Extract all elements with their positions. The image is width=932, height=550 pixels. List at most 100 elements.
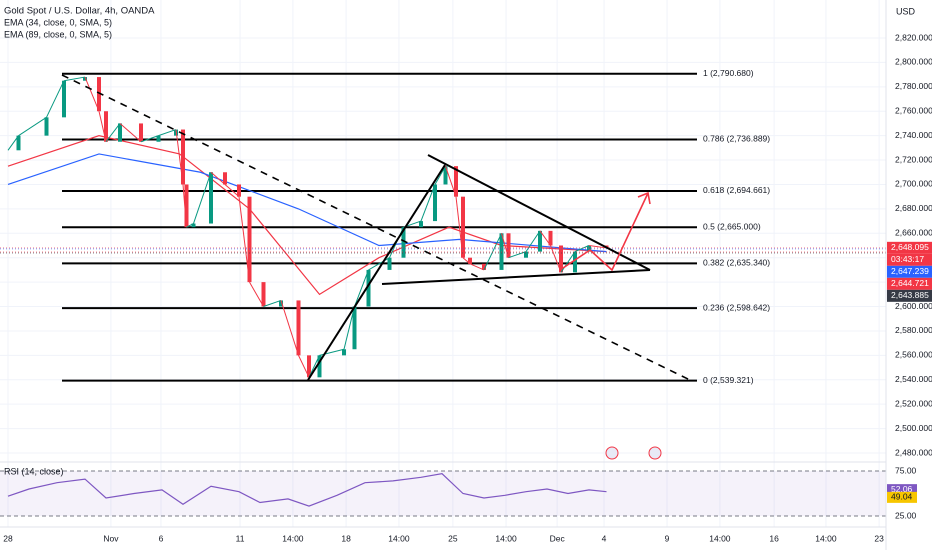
x-tick-label: 14:00 [388, 533, 410, 543]
candle-wick [193, 172, 212, 224]
x-tick-label: 6 [159, 533, 164, 543]
candle-body [342, 349, 346, 356]
x-tick-label: 25 [448, 533, 458, 543]
y-tick-label: 2,700.000 [895, 179, 932, 189]
y-tick-label: 2,520.000 [895, 398, 932, 408]
price-tag [887, 289, 932, 302]
candle-wick [224, 184, 240, 198]
candle-body [317, 355, 322, 378]
candle-body [387, 257, 392, 270]
price-tag-label: 2,643.885 [891, 290, 929, 300]
y-tick-label: 2,740.000 [895, 130, 932, 140]
rsi-tick-label: 75.00 [895, 465, 917, 475]
candle-body [261, 282, 266, 307]
rsi-label: RSI (14, close) [4, 466, 64, 476]
x-tick-label: 11 [236, 533, 245, 543]
y-tick-label: 2,500.000 [895, 423, 932, 433]
candle-body [16, 135, 21, 151]
x-tick-label: 28 [3, 533, 13, 543]
legend-entry: EMA (89, close, 0, SMA, 5) [4, 29, 112, 39]
y-tick-label: 2,680.000 [895, 203, 932, 213]
fib-label: 1 (2,790.680) [703, 68, 754, 78]
candle-wick [263, 299, 282, 308]
drawings [61, 74, 691, 460]
candle-body [366, 269, 371, 307]
y-tick-label: 2,480.000 [895, 447, 932, 457]
y-tick-label: 2,560.000 [895, 350, 932, 360]
chart-title: Gold Spot / U.S. Dollar, 4h, OANDA [4, 6, 155, 17]
event-icon[interactable] [605, 446, 619, 460]
y-tick-label: 2,780.000 [895, 81, 932, 91]
candle-body [573, 251, 577, 273]
candle-body [279, 300, 283, 307]
fib-label: 0.382 (2,635.340) [703, 258, 770, 268]
candle-body [97, 77, 101, 112]
plot: 1 (2,790.680) 0.786 (2,736.889) 0.618 (2,6… [0, 68, 886, 507]
ema-line [7, 135, 607, 296]
candle-wick [18, 116, 47, 137]
candle-body [104, 111, 108, 142]
candle-wick [508, 251, 527, 259]
rsi-tag-label: 49.04 [891, 492, 913, 502]
price-tag [887, 277, 932, 290]
candle-body [62, 80, 66, 118]
candle-body [461, 196, 465, 258]
rsi-tag [887, 491, 917, 503]
candle-wick [560, 251, 576, 273]
y-tick-label: 2,720.000 [895, 154, 932, 164]
y-tick-label: 2,820.000 [895, 32, 932, 42]
candle-wick [420, 184, 436, 222]
legend-entry: EMA (34, close, 0, SMA, 5) [4, 17, 112, 27]
price-tag [887, 241, 932, 254]
countdown-tag [887, 253, 932, 266]
rsi-band [0, 471, 886, 516]
fib-label: 0.786 (2,736.889) [703, 134, 770, 144]
candle-wick [249, 281, 264, 307]
x-tick-label: 4 [602, 533, 607, 543]
candle-wick [368, 257, 390, 271]
rsi-line [7, 473, 607, 507]
countdown: 03:43:17 [891, 254, 924, 264]
y-tick-label: 2,580.000 [895, 325, 932, 335]
candle-wick [469, 263, 485, 271]
candle-body [83, 77, 87, 81]
candle-body [156, 135, 161, 142]
y-tick-label: 2,760.000 [895, 105, 932, 115]
rsi-tick-label: 25.00 [895, 510, 917, 520]
event-icon[interactable] [648, 446, 662, 460]
rsi-tag-label: 52.06 [891, 484, 913, 494]
projection-arrow [562, 192, 649, 272]
candle-body [548, 230, 553, 246]
rsi-pane [0, 470, 886, 517]
candle-body [419, 221, 423, 228]
candle-body [184, 184, 189, 228]
x-tick-label: 14:00 [282, 533, 304, 543]
currency: USD [896, 6, 916, 16]
x-tick-label: 23 [874, 533, 884, 543]
candle-body [247, 196, 252, 283]
candle-body [559, 245, 563, 273]
triangle-lower [381, 269, 651, 285]
triangle-upper [427, 154, 651, 271]
rising-trendline [307, 164, 446, 381]
fib-label: 0 (2,539.321) [703, 375, 754, 385]
candle-wick [46, 80, 65, 118]
x-tick-label: 14:00 [815, 533, 837, 543]
candle-body [307, 355, 311, 378]
candle-body [237, 184, 241, 197]
y-tick-label: 2,800.000 [895, 57, 932, 67]
candle-wick [140, 135, 159, 143]
fib-label: 0.618 (2,694.661) [703, 185, 770, 195]
rsi-tag [887, 484, 917, 496]
x-tick-label: 18 [341, 533, 351, 543]
candle-body [44, 117, 49, 136]
candle-wick [119, 123, 142, 143]
fib-label: 0.236 (2,598.642) [703, 302, 770, 312]
candle-body [352, 306, 357, 350]
x-tick-label: 9 [665, 533, 670, 543]
candle-body [468, 257, 472, 264]
price-tag-label: 2,644.721 [891, 278, 929, 288]
candle-wick [63, 76, 86, 82]
